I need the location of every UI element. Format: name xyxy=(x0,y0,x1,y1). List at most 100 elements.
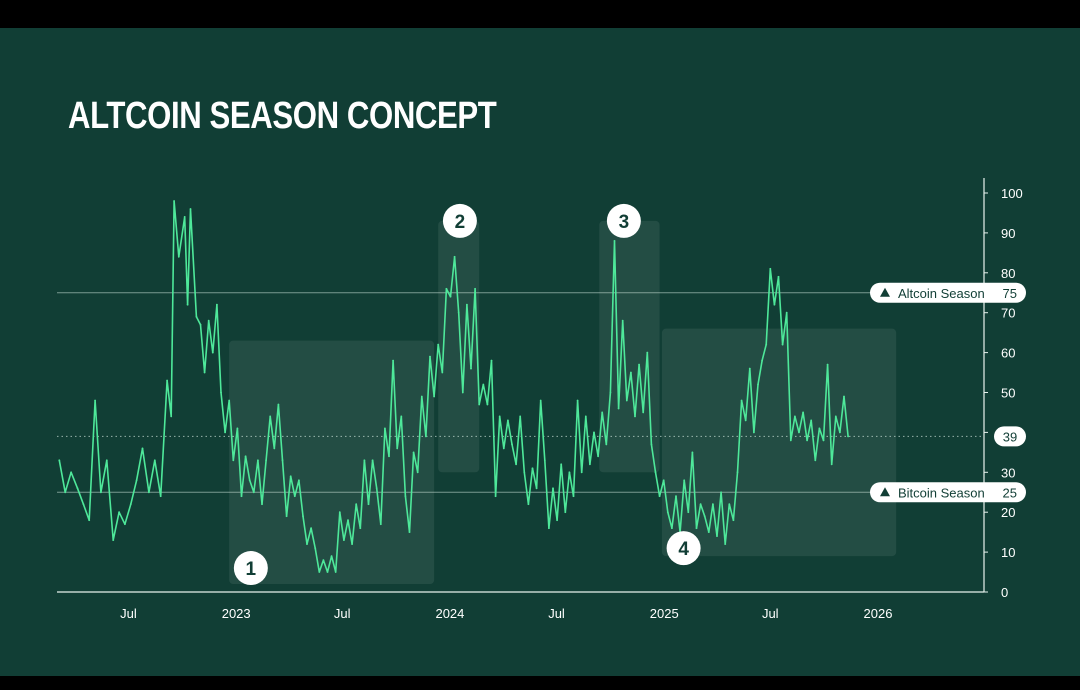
data-point xyxy=(232,459,235,462)
data-point xyxy=(564,511,567,514)
data-point xyxy=(470,367,472,370)
data-point xyxy=(625,399,628,402)
data-point xyxy=(732,519,735,522)
data-point xyxy=(675,495,677,498)
data-point xyxy=(630,371,632,374)
reference-label: Bitcoin Season xyxy=(898,485,985,500)
data-point xyxy=(527,503,530,506)
data-point xyxy=(183,216,186,218)
data-point xyxy=(363,459,366,462)
data-point xyxy=(822,439,825,442)
data-point xyxy=(474,287,476,290)
data-point xyxy=(617,407,620,410)
reference-value: 25 xyxy=(1003,485,1017,500)
data-point xyxy=(634,415,636,418)
data-point xyxy=(457,311,460,314)
data-point xyxy=(666,511,669,514)
data-point xyxy=(351,543,353,545)
reference-value: 39 xyxy=(1003,429,1017,444)
data-point xyxy=(613,240,616,242)
data-point xyxy=(712,503,714,506)
y-tick-label-100: 100 xyxy=(1001,186,1023,201)
x-tick-label-jul-4: Jul xyxy=(548,606,565,621)
data-point xyxy=(310,527,312,530)
triangle-up-icon xyxy=(880,287,890,297)
y-tick-label-30: 30 xyxy=(1001,465,1015,480)
data-point xyxy=(322,559,325,561)
data-point xyxy=(728,503,731,506)
data-point xyxy=(302,515,304,518)
data-point xyxy=(118,511,120,514)
data-point xyxy=(597,455,599,458)
data-point xyxy=(248,479,251,482)
data-point xyxy=(166,379,169,382)
data-point xyxy=(195,315,198,318)
data-point xyxy=(736,471,739,474)
data-point xyxy=(70,471,72,474)
data-point xyxy=(58,459,61,462)
data-point xyxy=(252,491,255,494)
data-point xyxy=(576,399,579,402)
data-point xyxy=(593,431,595,434)
data-point xyxy=(753,431,755,434)
data-point xyxy=(289,475,292,478)
data-point xyxy=(371,459,374,462)
data-point xyxy=(273,447,276,450)
y-tick-label-20: 20 xyxy=(1001,505,1015,520)
reference-pill-bg xyxy=(870,482,1026,503)
highlight-region-2 xyxy=(438,220,480,473)
triangle-up-icon xyxy=(880,487,890,497)
data-point xyxy=(494,495,497,498)
data-point xyxy=(224,431,227,434)
data-point xyxy=(404,495,407,498)
data-point xyxy=(695,527,698,530)
data-point xyxy=(498,415,501,418)
data-point xyxy=(261,503,263,506)
data-point xyxy=(141,447,144,450)
x-tick-label-jul-6: Jul xyxy=(762,606,779,621)
data-point xyxy=(847,435,849,438)
data-point xyxy=(834,415,837,418)
x-tick-label-2023-1: 2023 xyxy=(222,606,251,621)
data-point xyxy=(601,411,604,414)
data-point xyxy=(347,519,349,522)
data-point xyxy=(543,459,546,462)
data-point xyxy=(548,527,550,530)
data-point xyxy=(379,523,382,526)
data-point xyxy=(773,303,776,306)
highlight-region-1 xyxy=(229,340,435,585)
data-point xyxy=(153,459,156,462)
data-point xyxy=(306,543,308,545)
data-point xyxy=(461,391,464,394)
data-point xyxy=(375,487,378,490)
data-point xyxy=(396,447,399,450)
y-tick-label-10: 10 xyxy=(1001,545,1015,560)
x-tick-label-jul-2: Jul xyxy=(334,606,351,621)
data-point xyxy=(589,463,591,466)
data-point xyxy=(207,319,210,322)
data-point xyxy=(265,459,267,462)
data-point xyxy=(203,371,206,374)
data-point xyxy=(761,359,763,362)
data-point xyxy=(326,571,329,573)
region-marker-circle xyxy=(442,203,477,238)
data-point xyxy=(343,539,345,541)
data-point xyxy=(112,539,115,541)
reference-pill-75: Altcoin Season 75 xyxy=(870,282,1026,303)
y-tick-label-60: 60 xyxy=(1001,346,1015,361)
data-point xyxy=(671,527,673,530)
data-point xyxy=(798,431,800,434)
data-point xyxy=(269,415,272,418)
data-point xyxy=(785,311,788,314)
data-point xyxy=(584,415,587,418)
data-point xyxy=(490,359,493,362)
data-point xyxy=(449,295,452,298)
y-tick-label-90: 90 xyxy=(1001,226,1015,241)
data-point xyxy=(186,303,189,306)
data-point xyxy=(412,451,415,454)
reference-pill-39: 39 xyxy=(994,426,1026,447)
data-point xyxy=(228,399,231,402)
region-marker-label: 1 xyxy=(246,559,257,580)
data-point xyxy=(400,415,403,418)
data-point xyxy=(408,531,411,533)
